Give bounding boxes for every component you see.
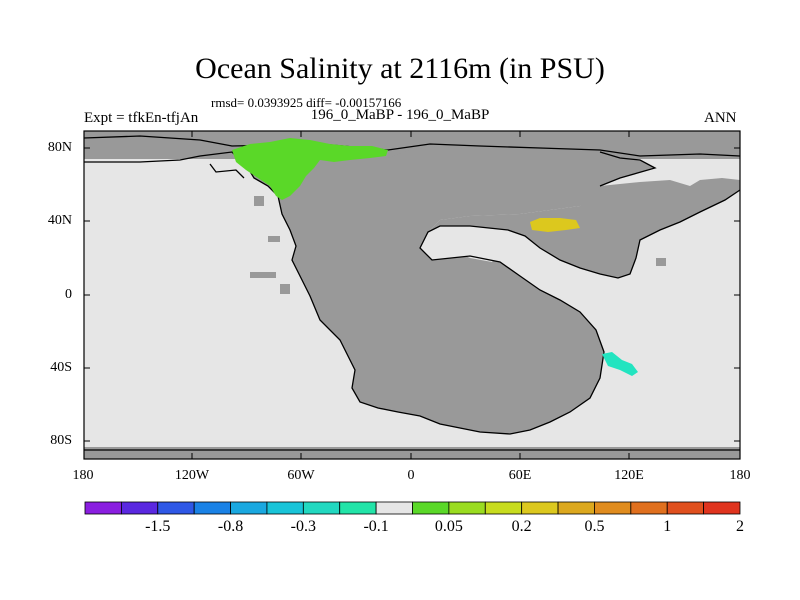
colorbar-swatch — [666, 501, 705, 515]
lat-tick-80n: 80N — [47, 140, 72, 155]
eastern-landmass — [428, 178, 740, 278]
colorbar-label: 1 — [663, 518, 672, 535]
colorbar-swatch — [230, 501, 268, 515]
island-2 — [254, 196, 264, 206]
colorbar-swatch — [193, 501, 231, 515]
colorbar-swatch — [521, 501, 559, 515]
inland-seas — [444, 232, 500, 262]
colorbar-label: 0.05 — [434, 518, 463, 535]
colorbar-label: -1.5 — [145, 518, 171, 535]
cyan-anomaly-region — [602, 352, 638, 376]
lon-tick-60e: 60E — [508, 468, 532, 483]
colorbar-label: -0.8 — [217, 518, 244, 535]
lon-tick-120e: 120E — [614, 468, 644, 483]
lat-tick-0: 0 — [65, 287, 72, 302]
experiment-label: Expt = tfkEn-tfjAn — [84, 110, 199, 126]
lon-tick-120w: 120W — [174, 468, 210, 483]
colorbar-label: -0.1 — [363, 518, 389, 535]
colorbar-swatch — [703, 501, 741, 515]
period-label: 196_0_MaBP - 196_0_MaBP — [310, 107, 490, 123]
colorbar-swatch — [339, 501, 377, 515]
map-title: Ocean Salinity at 2116m (in PSU) — [195, 52, 605, 85]
colorbar-swatch — [375, 501, 413, 515]
pangaea-supercontinent — [232, 144, 655, 434]
colorbar-swatch — [484, 501, 523, 515]
salinity-anomalies — [232, 138, 638, 376]
colorbar-label: 0.2 — [511, 518, 532, 535]
colorbar-swatch — [302, 501, 341, 515]
lat-tick-40n: 40N — [47, 213, 72, 228]
island-3 — [268, 236, 280, 242]
colorbar-swatch — [412, 501, 450, 515]
antarctic-land — [84, 447, 740, 459]
island-7 — [716, 182, 728, 190]
green-anomaly-region — [232, 138, 388, 200]
inland-sea-west — [444, 232, 500, 262]
lon-tick-180w: 180 — [72, 468, 94, 483]
colorbar-swatch — [630, 501, 668, 515]
colorbar-swatch — [157, 501, 195, 515]
lon-tick-0: 0 — [407, 468, 415, 483]
colorbar — [84, 501, 741, 515]
lat-tick-80s: 80S — [50, 433, 72, 448]
colorbar-swatch — [120, 501, 159, 515]
yellow-anomaly-region — [530, 218, 580, 232]
colorbar-label: 2 — [736, 518, 744, 535]
colorbar-swatch — [448, 501, 486, 515]
stats-line: rmsd= 0.0393925 diff= -0.00157166 — [211, 95, 402, 110]
lon-tick-180e: 180 — [729, 468, 751, 483]
colorbar-label: -0.3 — [290, 518, 316, 535]
colorbar-swatch — [84, 501, 122, 515]
lat-tick-40s: 40S — [50, 360, 72, 375]
island-5 — [280, 284, 290, 294]
coastlines — [83, 135, 741, 451]
island-6 — [656, 258, 666, 266]
colorbar-swatch — [266, 501, 304, 515]
island-4 — [250, 272, 276, 278]
season-label: ANN — [704, 110, 737, 126]
lon-tick-60w: 60W — [287, 468, 315, 483]
axis-ticks — [84, 131, 740, 459]
colorbar-label: 0.5 — [584, 518, 605, 535]
colorbar-swatch — [557, 501, 595, 515]
colorbar-swatch — [594, 501, 632, 515]
